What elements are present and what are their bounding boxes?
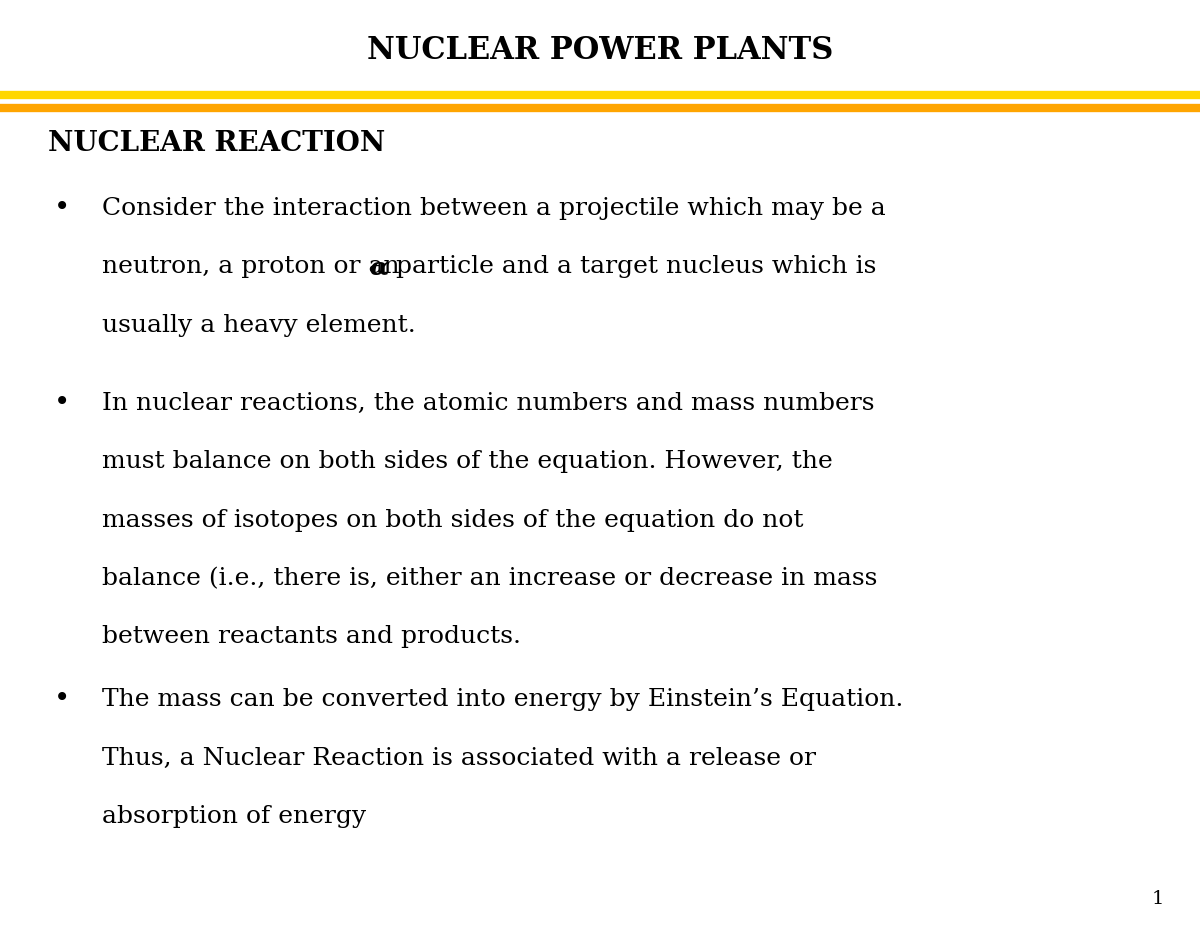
- Text: balance (i.e., there is, either an increase or decrease in mass: balance (i.e., there is, either an incre…: [102, 567, 877, 590]
- Text: Consider the interaction between a projectile which may be a: Consider the interaction between a proje…: [102, 197, 886, 220]
- Text: Thus, a Nuclear Reaction is associated with a release or: Thus, a Nuclear Reaction is associated w…: [102, 747, 816, 769]
- Text: neutron, a proton or an: neutron, a proton or an: [102, 256, 408, 278]
- Text: usually a heavy element.: usually a heavy element.: [102, 314, 415, 337]
- Text: masses of isotopes on both sides of the equation do not: masses of isotopes on both sides of the …: [102, 509, 804, 531]
- Text: •: •: [54, 195, 71, 222]
- Text: In nuclear reactions, the atomic numbers and mass numbers: In nuclear reactions, the atomic numbers…: [102, 392, 875, 414]
- Text: The mass can be converted into energy by Einstein’s Equation.: The mass can be converted into energy by…: [102, 689, 904, 711]
- Text: particle and a target nucleus which is: particle and a target nucleus which is: [388, 256, 876, 278]
- Text: •: •: [54, 686, 71, 714]
- Text: 1: 1: [1152, 890, 1164, 908]
- Text: absorption of energy: absorption of energy: [102, 806, 366, 828]
- Text: NUCLEAR REACTION: NUCLEAR REACTION: [48, 130, 385, 158]
- Text: must balance on both sides of the equation. However, the: must balance on both sides of the equati…: [102, 451, 833, 473]
- Text: α: α: [370, 255, 389, 279]
- Text: •: •: [54, 389, 71, 417]
- Text: between reactants and products.: between reactants and products.: [102, 626, 521, 648]
- Text: NUCLEAR POWER PLANTS: NUCLEAR POWER PLANTS: [367, 35, 833, 67]
